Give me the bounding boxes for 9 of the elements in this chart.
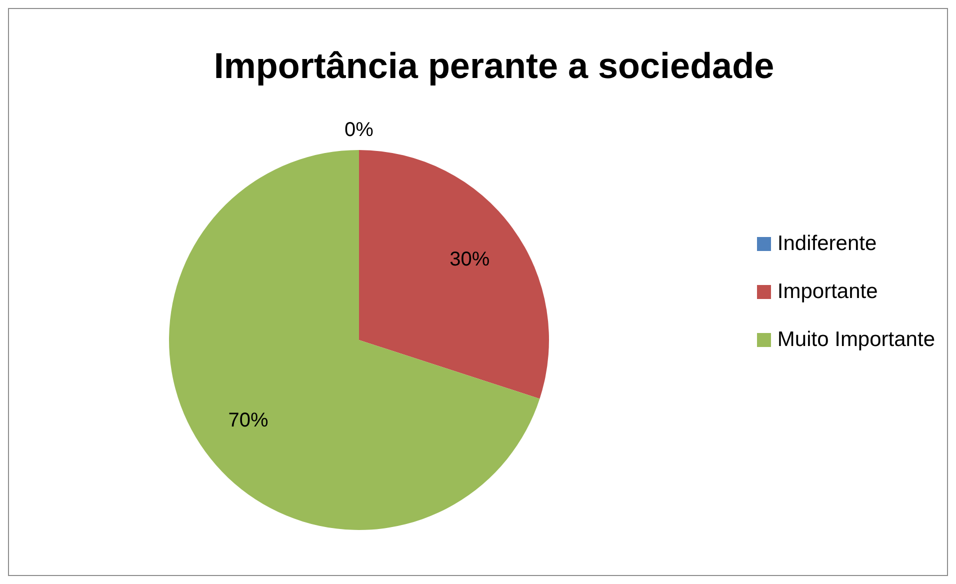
text: 0% — [344, 119, 374, 141]
pie-slice — [169, 150, 540, 530]
data-label: 70% — [228, 409, 269, 432]
legend-label: Importante — [777, 279, 878, 305]
pie-slice — [359, 150, 549, 399]
chart-title: Importância perante a sociedade — [212, 45, 776, 87]
legend-label: Muito Importante — [777, 327, 935, 353]
legend-label: Indiferente — [777, 231, 877, 257]
data-label: 30% — [450, 248, 490, 271]
